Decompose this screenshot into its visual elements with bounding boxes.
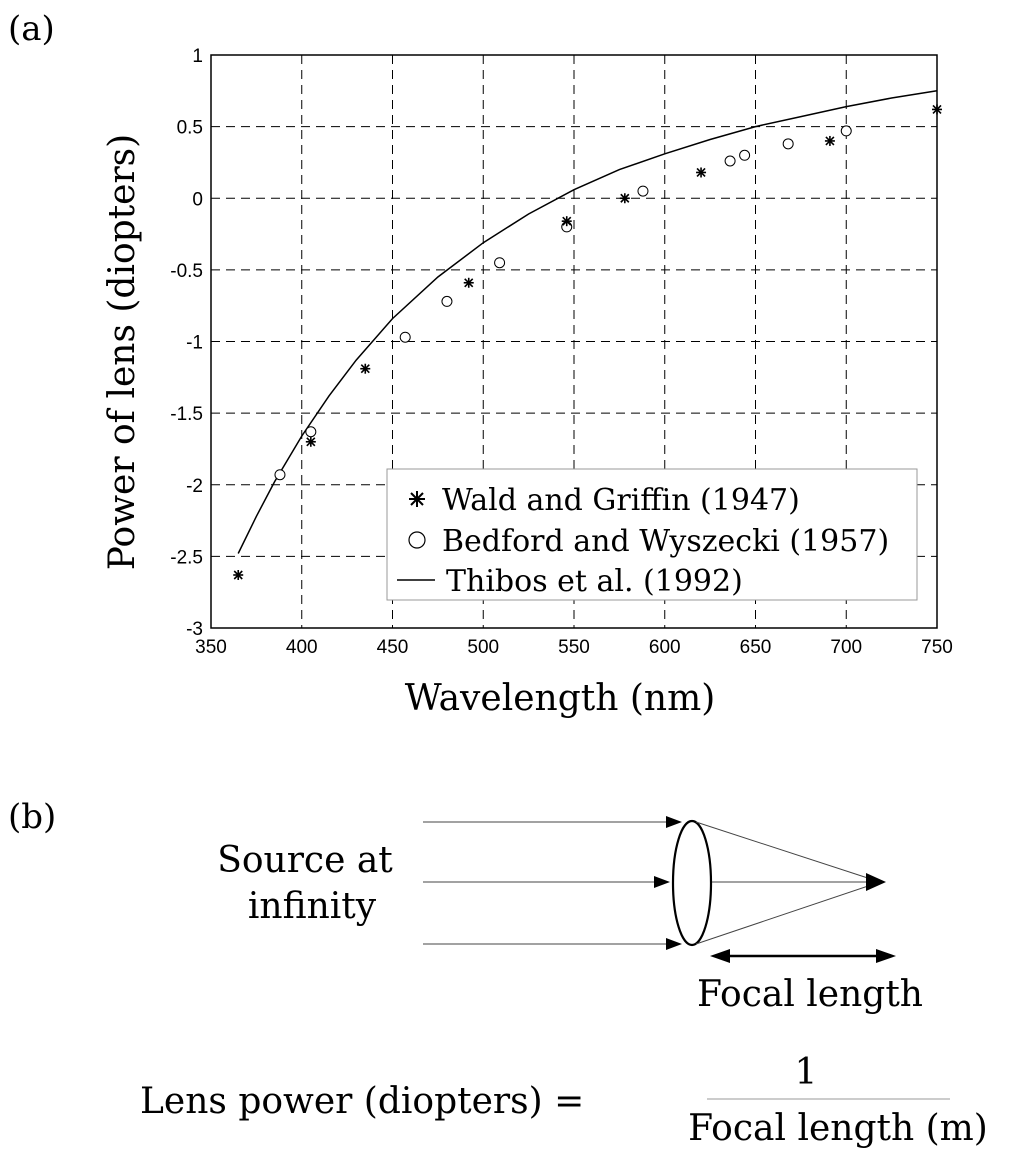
x-tick-label: 550 [558,637,590,658]
chart-a: 350 400 450 500 550 600 650 700 750 1 0.5 0 -0.5 -1 -… [102,46,953,719]
ray-arrowhead-middle [654,876,670,888]
bedford-point [724,155,736,167]
focal-arrowhead-left [710,949,730,963]
y-tick-label: -3 [186,619,203,640]
source-label-line2: infinity [248,886,377,927]
wald-point [463,277,474,288]
bedford-point [637,185,649,197]
y-tick-label: 0 [192,189,203,210]
plot-frame [210,54,938,629]
ray-arrowhead-bottom [666,938,682,950]
legend-circle-marker [408,531,426,549]
x-tick-label: 650 [740,637,772,658]
focal-arrowhead-right [876,949,896,963]
y-tick-label: -1 [186,333,203,354]
legend: Wald and Griffin (1947) Bedford and Wysz… [386,468,918,601]
legend-box [386,468,918,601]
wald-point [561,216,572,227]
bedford-point [399,331,411,343]
y-tick-label: -0.5 [170,261,203,282]
x-tick-label: 350 [195,637,227,658]
y-tick-label: -2 [186,476,203,497]
wald-point [696,167,707,178]
source-label-line1: Source at [217,840,393,881]
focal-point-arrowhead [866,873,886,891]
y-tick-label: -2.5 [170,547,203,568]
x-tick-label: 750 [921,637,953,658]
legend-label-thibos: Thibos et al. (1992) [446,564,743,599]
converging-ray-top [695,821,881,883]
x-tick-label: 450 [377,637,409,658]
wald-point [619,193,630,204]
focal-length-label: Focal length [697,974,923,1015]
y-tick-label: 0.5 [177,118,203,139]
data-points [233,104,942,580]
bedford-point [274,469,286,481]
wald-point [233,569,244,580]
legend-label-bedford: Bedford and Wyszecki (1957) [442,524,889,559]
wald-point [824,135,835,146]
x-tick-label: 500 [467,637,499,658]
lens-ellipse [671,819,713,947]
bedford-point [739,149,751,161]
wald-point [360,363,371,374]
panel-b-label: (b) [8,797,56,837]
legend-label-wald: Wald and Griffin (1947) [442,483,800,518]
formula-left: Lens power (diopters) = [140,1081,584,1122]
x-axis-label: Wavelength (nm) [405,678,716,719]
thibos-fit-curve [237,90,938,554]
formula-denominator: Focal length (m) [688,1108,988,1149]
x-tick-label: 400 [286,637,318,658]
y-tick-labels: 1 0.5 0 -0.5 -1 -1.5 -2 -2.5 -3 [170,46,203,640]
panel-a-label: (a) [8,9,55,49]
bedford-point [494,257,506,269]
x-tick-label: 700 [830,637,862,658]
x-tick-labels: 350 400 450 500 550 600 650 700 750 [195,637,953,658]
formula-numerator: 1 [795,1052,818,1093]
fit-curve-group [237,90,938,554]
y-tick-label: -1.5 [170,404,203,425]
bedford-point [782,138,794,150]
wald-point [305,436,316,447]
bedford-point [441,295,453,307]
y-tick-label: 1 [192,46,203,67]
converging-ray-bottom [695,881,881,945]
legend-asterisk-marker [409,491,425,507]
y-axis-label: Power of lens (diopters) [102,134,143,570]
bedford-point [840,125,852,137]
lens-diagram: Source at infinity Focal length Lens pow… [140,816,988,1149]
ray-arrowhead-top [666,816,682,828]
bedford-point [305,426,317,438]
x-tick-label: 600 [649,637,681,658]
